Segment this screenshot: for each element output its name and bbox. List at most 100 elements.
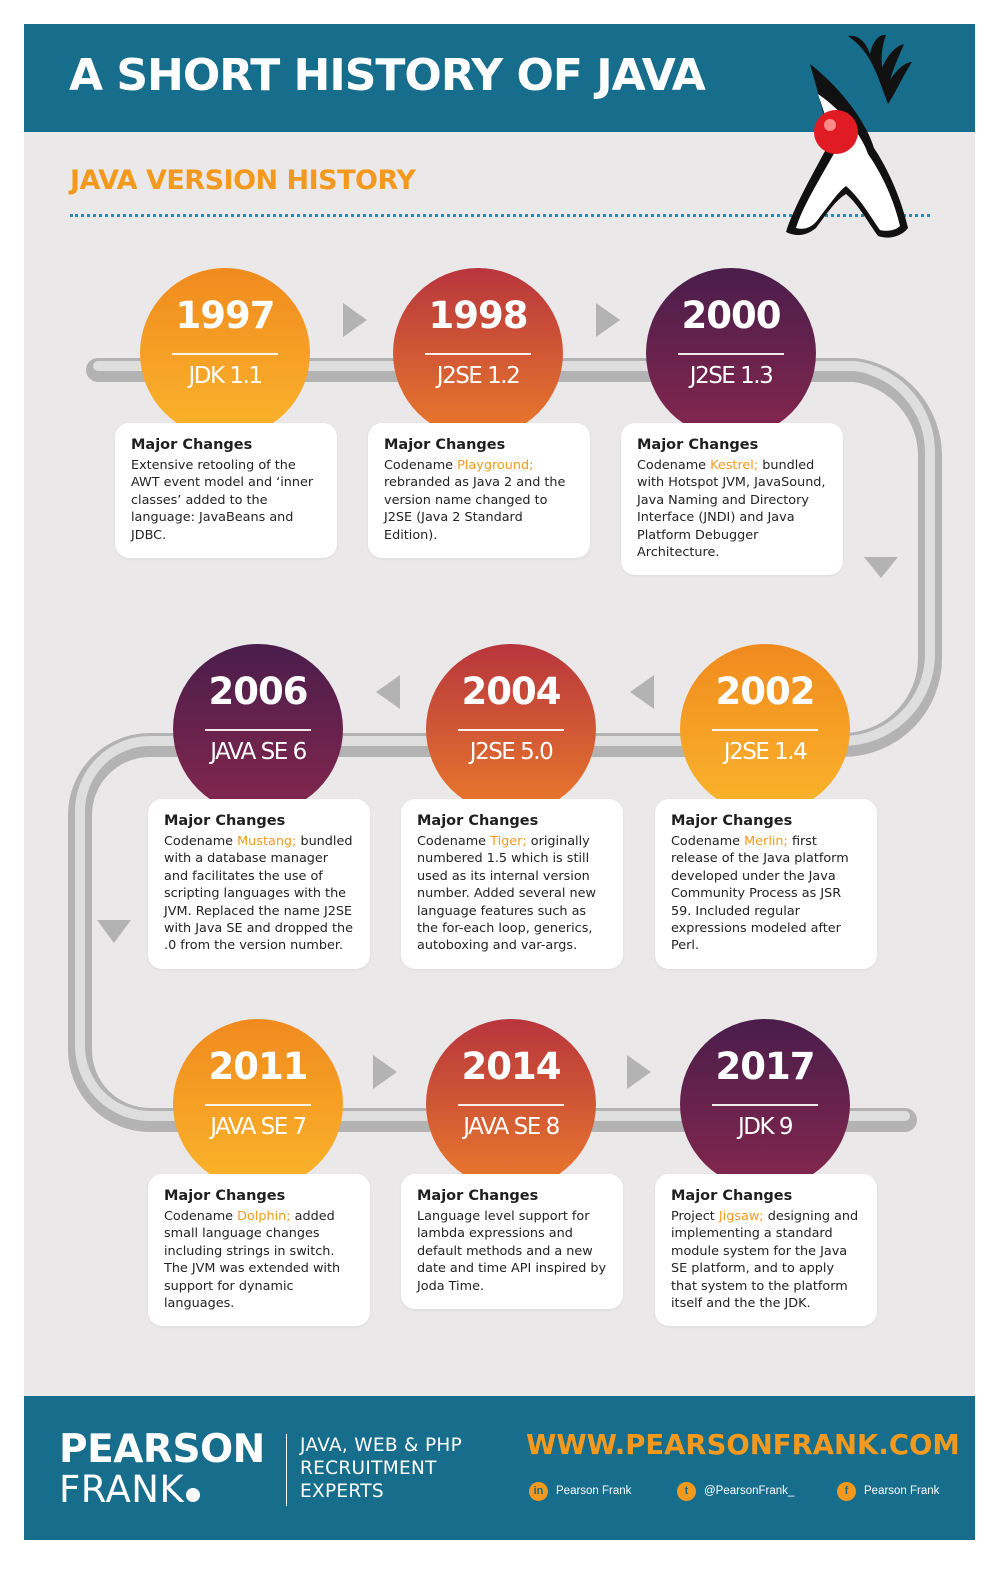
card-body: Codename Mustang; bundled with a databas… (164, 833, 356, 955)
version-circle: 2014 JAVA SE 8 (426, 1019, 596, 1189)
brand-dot-icon (186, 1488, 201, 1502)
codename: Dolphin; (237, 1209, 291, 1224)
version-year: 2000 (681, 294, 782, 337)
facebook-icon: f (837, 1481, 856, 1501)
card-heading: Major Changes (637, 437, 759, 453)
circle-divider (458, 729, 564, 731)
brand-name-line1: PEARSON (59, 1427, 265, 1472)
version-card: Major Changes Codename Merlin; first rele… (655, 799, 877, 969)
codename: Merlin; (744, 834, 788, 849)
circle-divider (458, 1104, 564, 1106)
codename-prefix: Codename (384, 458, 454, 473)
duke-mascot-icon (786, 34, 912, 238)
tagline: JAVA, WEB & PHP RECRUITMENT EXPERTS (300, 1434, 462, 1503)
card-heading: Major Changes (131, 437, 253, 453)
section-subtitle: JAVA VERSION HISTORY (70, 165, 416, 196)
brand-name-text: FRANK (59, 1468, 185, 1511)
tagline-line: EXPERTS (300, 1481, 384, 1502)
version-circle: 1997 JDK 1.1 (140, 268, 310, 438)
website-link[interactable]: WWW.PEARSONFRANK.COM (526, 1429, 960, 1461)
version-card: Major Changes Codename Mustang; bundled w… (148, 799, 370, 969)
social-facebook[interactable]: f Pearson Frank (837, 1480, 939, 1502)
arrow-down-icon (864, 557, 898, 578)
codename-prefix: Codename (637, 458, 707, 473)
arrow-right-icon (627, 1055, 651, 1089)
version-card: Major Changes Project Jigsaw; designing a… (655, 1174, 877, 1327)
card-body: Codename Dolphin; added small language c… (164, 1208, 356, 1312)
version-year: 1998 (428, 294, 529, 337)
codename-prefix: Codename (164, 834, 234, 849)
card-text: bundled with Hotspot JVM, JavaSound, Jav… (637, 458, 826, 561)
card-text: designing and implementing a standard mo… (671, 1209, 859, 1312)
twitter-icon: t (677, 1481, 696, 1501)
circle-divider (712, 1104, 818, 1106)
card-heading: Major Changes (671, 1188, 793, 1204)
codename: Jigsaw; (718, 1209, 764, 1224)
version-year: 2017 (715, 1045, 816, 1088)
card-heading: Major Changes (417, 813, 539, 829)
card-heading: Major Changes (384, 437, 506, 453)
circle-divider (712, 729, 818, 731)
arrow-right-icon (596, 303, 620, 337)
version-name: JAVA SE 6 (210, 739, 307, 765)
codename-prefix: Project (671, 1209, 715, 1224)
codename-prefix: Codename (164, 1209, 234, 1224)
version-circle: 2017 JDK 9 (680, 1019, 850, 1189)
codename: Mustang; (237, 834, 297, 849)
card-text: first release of the Java platform devel… (671, 834, 849, 954)
version-year: 2002 (715, 670, 816, 713)
circle-divider (425, 353, 531, 355)
card-text: bundled with a database manager and faci… (164, 834, 353, 954)
tagline-line: JAVA, WEB & PHP (300, 1435, 463, 1456)
brand-name-line2: FRANK (59, 1468, 201, 1511)
social-twitter[interactable]: t @PearsonFrank_ (677, 1480, 794, 1502)
card-heading: Major Changes (671, 813, 793, 829)
version-name: J2SE 5.0 (469, 739, 554, 765)
version-name: J2SE 1.2 (436, 363, 521, 389)
version-circle: 2002 J2SE 1.4 (680, 644, 850, 814)
footer: PEARSON FRANK JAVA, WEB & PHP RECRUITMEN… (24, 1396, 975, 1540)
version-circle: 1998 J2SE 1.2 (393, 268, 563, 438)
codename: Playground; (457, 458, 534, 473)
version-year: 2011 (208, 1045, 309, 1088)
version-name: JDK 1.1 (188, 363, 263, 389)
social-linkedin[interactable]: in Pearson Frank (529, 1480, 631, 1502)
card-text: added small language changes including s… (164, 1209, 341, 1312)
codename: Tiger; (490, 834, 527, 849)
version-year: 1997 (175, 294, 276, 337)
card-heading: Major Changes (164, 1188, 286, 1204)
card-heading: Major Changes (164, 813, 286, 829)
dotted-divider (70, 214, 930, 217)
version-circle: 2006 JAVA SE 6 (173, 644, 343, 814)
version-card: Major Changes Codename Kestrel; bundled w… (621, 423, 843, 576)
version-year: 2004 (461, 670, 562, 713)
social-label: @PearsonFrank_ (704, 1485, 795, 1497)
circle-divider (172, 353, 278, 355)
version-card: Major Changes Extensive retooling of the … (115, 423, 337, 559)
social-label: Pearson Frank (556, 1485, 632, 1497)
version-circle: 2004 J2SE 5.0 (426, 644, 596, 814)
footer-divider (286, 1434, 287, 1506)
circle-divider (205, 1104, 311, 1106)
tagline-line: RECRUITMENT (300, 1458, 437, 1479)
page-title: A SHORT HISTORY OF JAVA (69, 50, 706, 101)
version-card: Major Changes Language level support for … (401, 1174, 623, 1310)
circle-divider (678, 353, 784, 355)
card-body: Codename Playground; rebranded as Java 2… (384, 457, 576, 544)
codename-prefix: Codename (417, 834, 487, 849)
version-circle: 2000 J2SE 1.3 (646, 268, 816, 438)
social-label: Pearson Frank (864, 1485, 940, 1497)
card-text: Extensive retooling of the AWT event mod… (131, 458, 314, 543)
codename: Kestrel; (710, 458, 759, 473)
card-body: Extensive retooling of the AWT event mod… (131, 457, 323, 544)
card-text: Language level support for lambda expres… (417, 1209, 607, 1294)
version-year: 2014 (461, 1045, 562, 1088)
version-name: JAVA SE 8 (463, 1114, 560, 1140)
card-text: originally numbered 1.5 which is still u… (417, 834, 596, 954)
card-body: Codename Tiger; originally numbered 1.5 … (417, 833, 609, 955)
version-name: J2SE 1.3 (689, 363, 774, 389)
card-heading: Major Changes (417, 1188, 539, 1204)
card-text: rebranded as Java 2 and the version name… (384, 475, 566, 543)
card-body: Project Jigsaw; designing and implementi… (671, 1208, 863, 1312)
version-name: JAVA SE 7 (210, 1114, 307, 1140)
